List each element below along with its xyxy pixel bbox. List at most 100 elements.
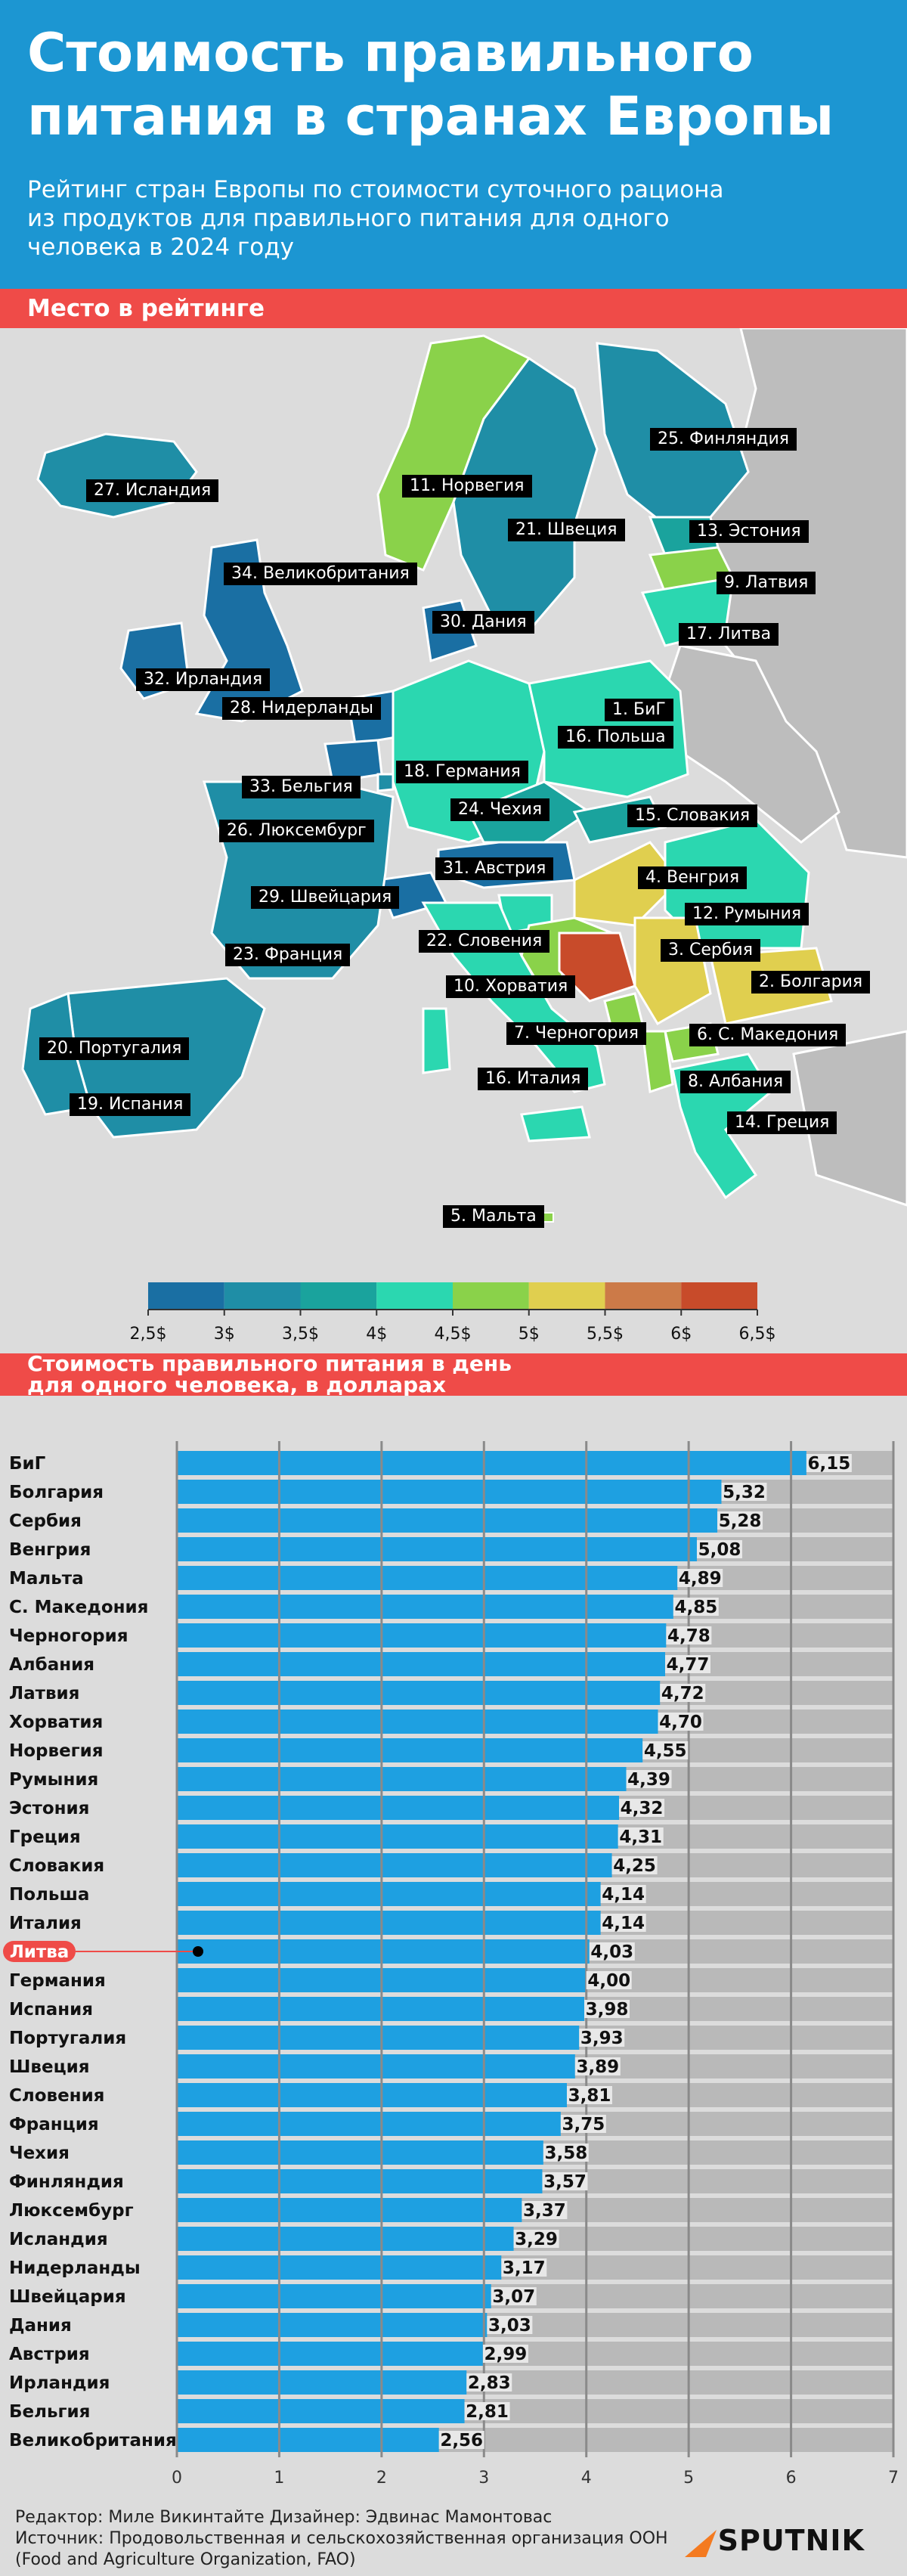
value-label-bg <box>586 1971 632 1989</box>
label-hungary: 4. Венгрия <box>638 866 748 889</box>
label-north-macedonia: 6. С. Македония <box>689 1024 847 1046</box>
value-label-bg <box>660 1684 706 1702</box>
label-estonia: 13. Эстония <box>689 520 809 543</box>
credits: Редактор: Миле Викинтайте Дизайнер: Эдви… <box>15 2508 553 2527</box>
category-label: Польша <box>9 1885 89 1905</box>
country-norway <box>376 334 531 572</box>
value-label-bg <box>513 2230 559 2248</box>
bar-5 <box>177 1595 673 1619</box>
legend-swatch <box>453 1282 529 1310</box>
category-label: Словакия <box>9 1856 104 1876</box>
label-slovenia: 22. Словения <box>419 930 550 953</box>
sputnik-logo-icon <box>685 2530 717 2557</box>
category-label: Нидерланды <box>9 2258 141 2278</box>
value-label: 3,81 <box>568 2086 611 2106</box>
bar-chart: 0 1 2 3 4 5 6 7 6,15 БиГ 5,32 Болгария 5,28 Сербия 5,0… <box>0 1396 907 2500</box>
value-label-bg <box>696 1540 742 1558</box>
label-austria: 31. Австрия <box>435 857 554 880</box>
legend-tick-label: 4$ <box>366 1325 388 1344</box>
label-malta: 5. Мальта <box>443 1205 544 1228</box>
category-label: Чехия <box>9 2144 70 2163</box>
value-label: 4,03 <box>590 1942 633 1962</box>
category-label: Великобритания <box>9 2431 177 2450</box>
value-label: 4,89 <box>679 1569 722 1589</box>
x-tick-label: 5 <box>683 2469 694 2488</box>
bar-29 <box>177 2284 491 2308</box>
legend-tick-label: 2,5$ <box>129 1325 167 1344</box>
source: Источник: Продовольственная и сельскохоз… <box>15 2529 668 2569</box>
bar-27 <box>177 2227 514 2251</box>
label-czech: 24. Чехия <box>450 798 550 821</box>
bar-23 <box>177 2112 561 2136</box>
value-label: 4,55 <box>644 1741 687 1761</box>
x-tick-label: 0 <box>172 2469 182 2488</box>
category-label: Мальта <box>9 1569 84 1589</box>
country-serbia <box>633 916 712 1026</box>
legend-ticks: 2,5$ 3$ 3,5$ 4$ 4,5$ 5$ 5,5$ 6$ 6,5$ <box>0 1325 907 1347</box>
label-serbia: 3. Сербия <box>661 939 760 962</box>
bar-31 <box>177 2342 483 2366</box>
bar-3 <box>177 1537 697 1561</box>
value-label: 3,37 <box>523 2201 566 2221</box>
page-subtitle: Рейтинг стран Европы по стоимости суточн… <box>27 176 724 261</box>
legend-color-bar <box>147 1282 758 1316</box>
bar-22 <box>177 2083 567 2107</box>
legend-swatch <box>224 1282 301 1310</box>
value-label-bg <box>642 1741 689 1759</box>
label-montenegro: 7. Черногория <box>506 1022 646 1045</box>
value-label-bg <box>721 1483 767 1501</box>
country-luxembourg <box>376 773 395 792</box>
category-label: Бельгия <box>9 2402 90 2422</box>
category-label: Италия <box>9 1914 82 1933</box>
value-label: 4,39 <box>627 1770 670 1790</box>
value-label-bg <box>560 2115 606 2133</box>
bar-16 <box>177 1911 601 1935</box>
value-label-bg <box>619 1799 665 1817</box>
value-label-bg <box>542 2172 588 2190</box>
label-ireland: 32. Ирландия <box>136 668 271 691</box>
value-label: 3,03 <box>488 2316 531 2336</box>
value-label: 4,70 <box>659 1713 702 1732</box>
value-label-bg <box>464 2402 510 2420</box>
label-greece: 14. Греция <box>727 1111 837 1134</box>
category-label: Латвия <box>9 1684 79 1703</box>
category-label: Австрия <box>9 2345 90 2364</box>
category-label: Испания <box>9 2000 93 2020</box>
value-label: 4,31 <box>619 1827 662 1847</box>
bar-12 <box>177 1796 620 1820</box>
country-malta <box>542 1212 554 1223</box>
value-label: 3,75 <box>562 2115 605 2134</box>
category-label: Португалия <box>9 2029 126 2048</box>
value-label: 4,77 <box>667 1655 710 1675</box>
category-label: Исландия <box>9 2230 108 2249</box>
value-label-bg <box>626 1770 672 1788</box>
category-label: Литва <box>10 1942 70 1962</box>
country-hungary <box>573 841 683 927</box>
value-label-bg <box>543 2144 589 2162</box>
value-label-bg <box>600 1914 646 1932</box>
value-label: 3,57 <box>543 2172 587 2192</box>
value-label-bg <box>501 2258 547 2277</box>
category-label: Греция <box>9 1827 81 1847</box>
value-label: 3,89 <box>576 2057 619 2077</box>
country-albania <box>641 1030 674 1094</box>
category-label: Швейцария <box>9 2287 126 2307</box>
highlight-dot <box>193 1946 203 1957</box>
country-bih <box>558 932 636 1003</box>
label-albania: 8. Албания <box>680 1071 791 1093</box>
label-uk: 34. Великобритания <box>224 563 417 585</box>
value-label-bg <box>574 2057 621 2075</box>
legend-swatch <box>528 1282 605 1310</box>
header: Стоимость правильного питания в странах … <box>0 0 907 289</box>
x-tick-label: 2 <box>376 2469 387 2488</box>
x-tick-label: 1 <box>274 2469 284 2488</box>
legend-swatch <box>605 1282 682 1310</box>
value-label-bg <box>664 1655 710 1673</box>
category-label: Эстония <box>9 1799 89 1818</box>
value-label-bg <box>566 2086 612 2104</box>
x-tick-label: 7 <box>888 2469 899 2488</box>
category-label: Хорватия <box>9 1713 103 1732</box>
island-sardinia <box>422 1007 451 1074</box>
bar-0 <box>177 1451 806 1475</box>
value-label: 3,29 <box>515 2230 558 2249</box>
